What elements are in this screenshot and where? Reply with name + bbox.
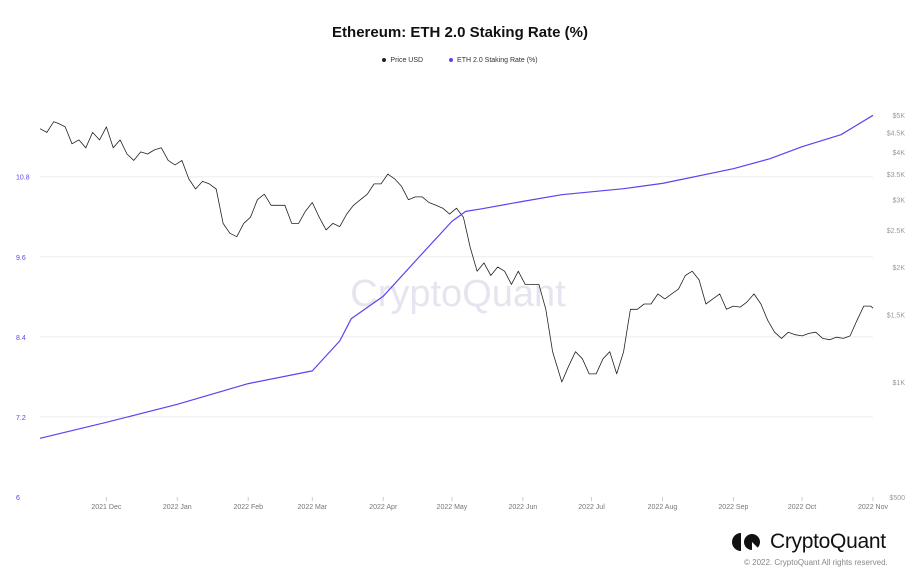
legend: Price USD ETH 2.0 Staking Rate (%) (0, 57, 920, 64)
right-axis-tick-label: $500 (889, 495, 905, 502)
left-axis-tick-label: 8.4 (16, 335, 26, 342)
legend-marker (382, 58, 387, 63)
x-axis-tick-label: 2022 Feb (233, 504, 263, 511)
watermark: CryptoQuant (350, 273, 566, 315)
right-axis-tick-label: $1.5K (887, 313, 906, 320)
x-axis-tick-label: 2022 Oct (788, 504, 816, 511)
brand-logo: CryptoQuant (732, 530, 886, 554)
x-axis-tick-label: 2021 Dec (91, 504, 121, 511)
chart-title: Ethereum: ETH 2.0 Staking Rate (%) (332, 24, 588, 41)
x-axis-tick-label: 2022 Jun (508, 504, 537, 511)
right-axis-tick-label: $2K (893, 265, 906, 272)
x-axis-tick-label: 2022 Sep (718, 504, 748, 511)
left-axis-tick-label: 9.6 (16, 255, 26, 262)
legend-label: ETH 2.0 Staking Rate (%) (457, 57, 538, 64)
x-axis-tick-label: 2022 Aug (648, 504, 678, 511)
staking-rate-line (39, 114, 874, 439)
right-axis-tick-label: $1K (893, 380, 906, 387)
legend-label: Price USD (390, 57, 424, 64)
price-usd-line (39, 121, 874, 383)
x-axis-tick-label: 2022 Jul (578, 504, 605, 511)
left-axis-tick-label: 7.2 (16, 415, 26, 422)
x-axis-tick-label: 2022 May (437, 504, 468, 511)
x-axis-tick-label: 2022 Mar (298, 504, 328, 511)
x-axis-tick-label: 2022 Apr (369, 504, 398, 511)
legend-item-price[interactable]: Price USD (382, 57, 423, 64)
cryptoquant-logo-icon (732, 533, 760, 551)
left-axis-tick-label: 6 (16, 495, 20, 502)
legend-item-staking-rate[interactable]: ETH 2.0 Staking Rate (%) (449, 57, 538, 64)
right-axis-tick-label: $3.5K (887, 172, 906, 179)
right-axis-tick-label: $5K (893, 113, 906, 120)
legend-marker (449, 58, 454, 63)
copyright: © 2022. CryptoQuant All rights reserved. (744, 558, 888, 567)
x-axis-tick-label: 2022 Jan (163, 504, 192, 511)
right-axis-tick-label: $2.5K (887, 228, 906, 235)
right-axis-tick-label: $4.5K (887, 130, 906, 137)
right-axis-tick-label: $4K (893, 150, 906, 157)
x-axis-tick-label: 2022 Nov (858, 504, 888, 511)
brand-name: CryptoQuant (770, 530, 886, 553)
right-axis-tick-label: $3K (893, 198, 906, 205)
left-axis-tick-label: 10.8 (16, 175, 30, 182)
